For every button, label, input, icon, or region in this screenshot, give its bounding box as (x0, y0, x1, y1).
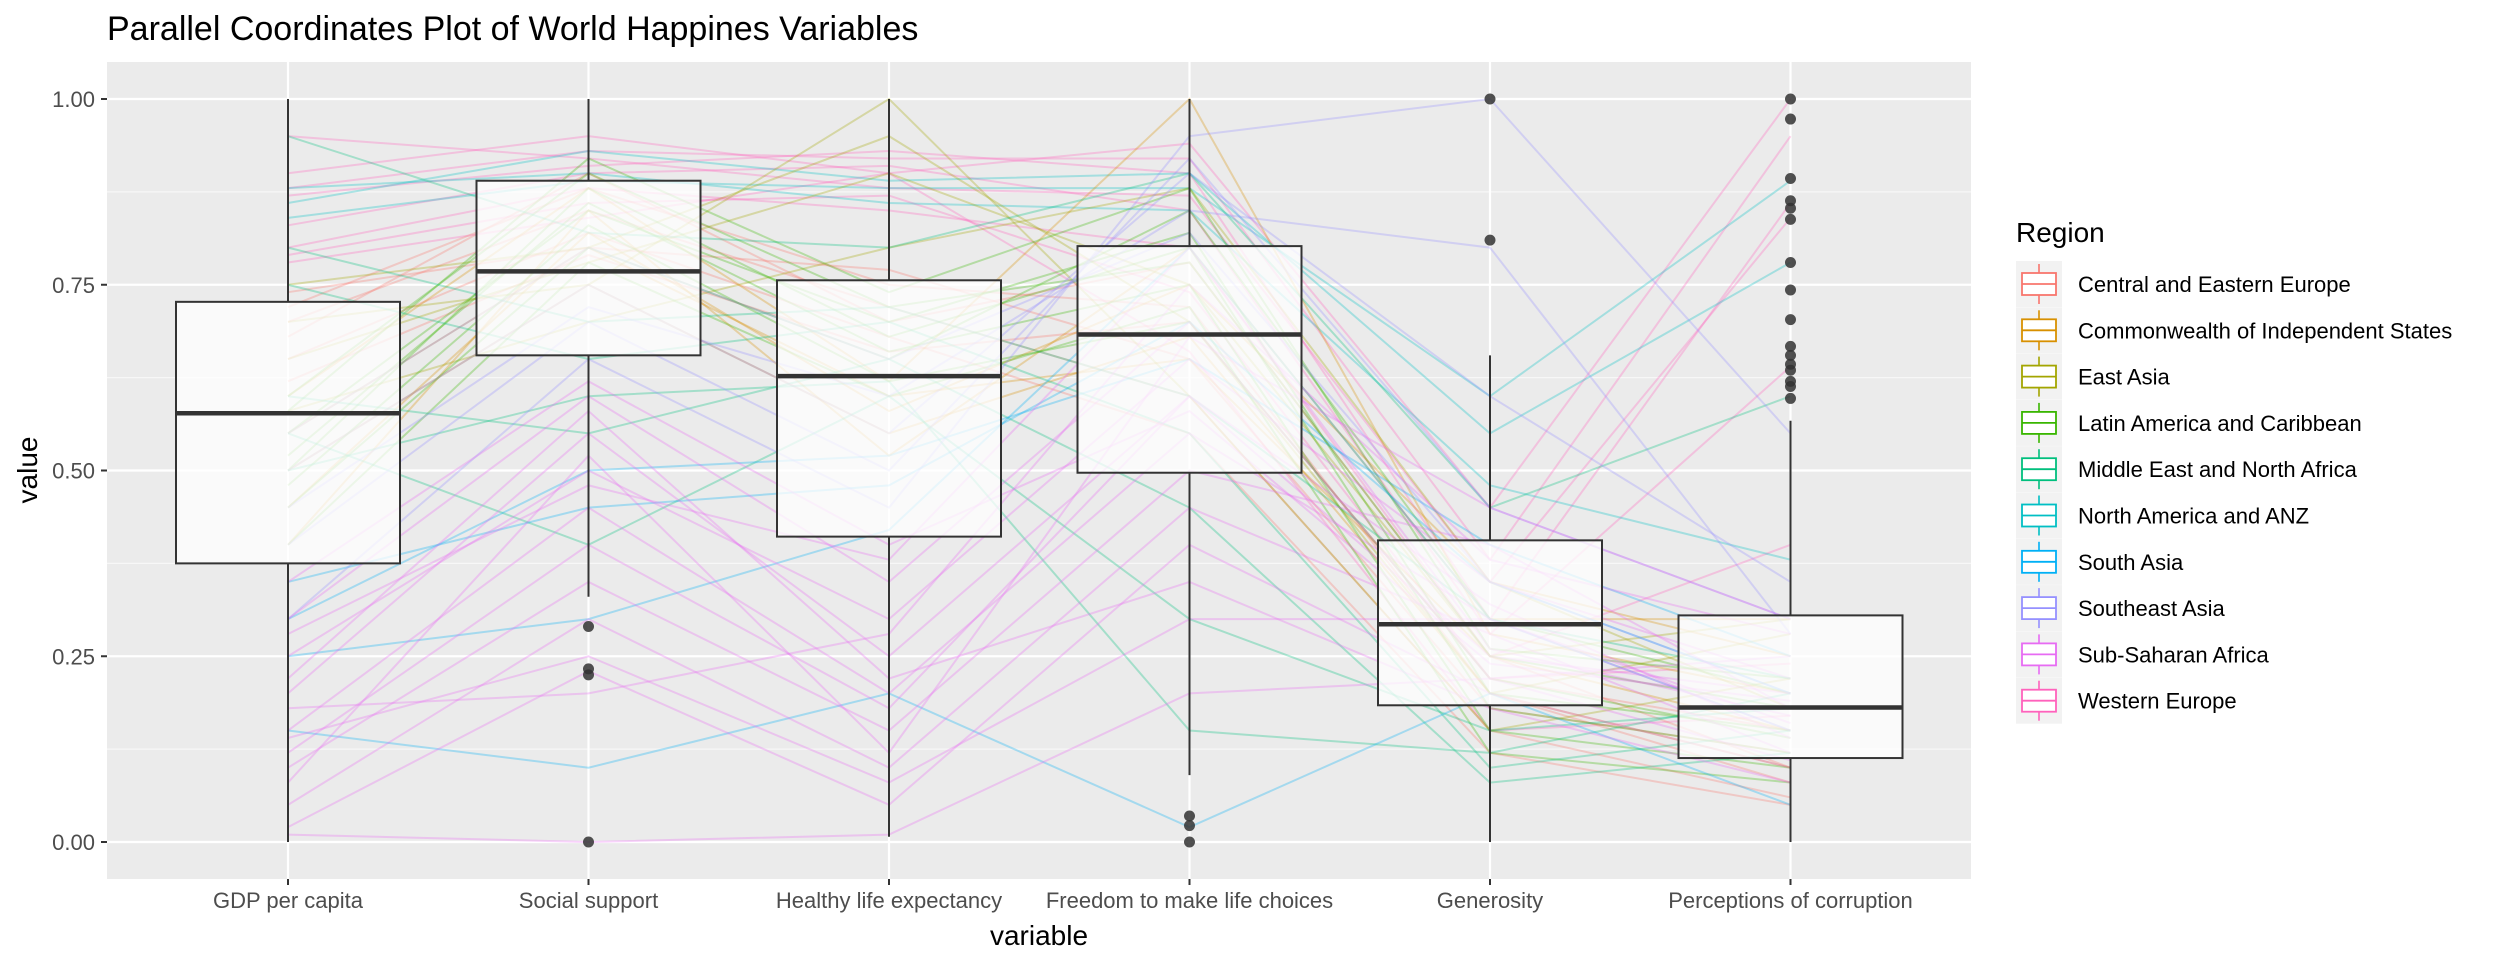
series-line (287, 156, 1791, 621)
y-tick-label: 0.50 (52, 459, 95, 484)
legend-label: Central and Eastern Europe (2078, 272, 2351, 297)
series-line (287, 692, 1791, 829)
outlier-point (1785, 256, 1796, 268)
boxplot (175, 99, 401, 842)
boxplot (1377, 93, 1603, 842)
outlier-point (1785, 340, 1796, 352)
legend-label: Sub-Saharan Africa (2078, 642, 2270, 667)
series-line (287, 172, 1791, 561)
series-line (287, 357, 1791, 784)
legend-items: Central and Eastern Europe Commonwealth o… (2016, 261, 2452, 724)
outlier-point (1184, 810, 1195, 822)
outlier-point (583, 621, 594, 633)
box (1677, 614, 1904, 760)
boxplot (475, 99, 702, 848)
boxplot (1677, 93, 1904, 842)
y-tick-label: 0.25 (52, 644, 95, 669)
legend-label: Middle East and North Africa (2078, 457, 2358, 482)
y-tick-label: 0.00 (52, 830, 95, 855)
legend-item: Middle East and North Africa (2016, 446, 2358, 493)
box (475, 179, 702, 357)
minor-gridlines (107, 191, 1971, 750)
series-line (287, 380, 1791, 754)
outlier-point (1785, 213, 1796, 225)
x-tick-label: Healthy life expectancy (776, 888, 1002, 913)
legend-item: Sub-Saharan Africa (2016, 631, 2270, 678)
box (175, 300, 401, 565)
y-axis-ticks: 0.00 0.25 0.50 0.75 1.00 (52, 87, 107, 855)
series-line (287, 135, 1792, 584)
outlier-point (1184, 820, 1195, 832)
x-axis-title: variable (990, 920, 1088, 951)
chart-title: Parallel Coordinates Plot of World Happi… (107, 10, 918, 48)
legend-item: Central and Eastern Europe (2016, 261, 2351, 307)
box (776, 279, 1002, 538)
series-line (287, 335, 1791, 784)
series-line (287, 409, 1791, 784)
x-tick-label: Generosity (1437, 888, 1543, 913)
legend-title: Region (2016, 217, 2105, 248)
legend-label: North America and ANZ (2078, 504, 2309, 529)
legend: Region Central and Eastern Europe Commonw… (2016, 217, 2452, 724)
series-line (287, 97, 1792, 620)
legend-label: East Asia (2078, 365, 2170, 390)
x-tick-label: GDP per capita (213, 888, 364, 913)
legend-item: North America and ANZ (2016, 492, 2309, 539)
legend-label: South Asia (2078, 550, 2184, 575)
outlier-point (1785, 113, 1796, 125)
legend-item: Latin America and Caribbean (2016, 399, 2362, 446)
y-tick-label: 1.00 (52, 87, 95, 112)
boxplot (1076, 99, 1303, 848)
outlier-point (1785, 173, 1796, 185)
outlier-point (1785, 381, 1796, 393)
outlier-point (1484, 234, 1496, 246)
legend-item: Western Europe (2016, 677, 2237, 724)
x-tick-label: Perceptions of corruption (1668, 888, 1913, 913)
outlier-point (1785, 93, 1796, 105)
legend-label: Commonwealth of Independent States (2078, 318, 2452, 343)
legend-label: Latin America and Caribbean (2078, 411, 2362, 436)
legend-item: Southeast Asia (2016, 585, 2226, 632)
boxplots (175, 93, 1904, 848)
legend-item: South Asia (2016, 538, 2184, 585)
series-line (287, 395, 1791, 732)
series-line (287, 135, 1792, 562)
outlier-point (1184, 836, 1195, 848)
outlier-point (1785, 392, 1796, 404)
y-tick-label: 0.75 (52, 273, 95, 298)
outlier-point (1484, 93, 1496, 105)
outlier-point (1785, 314, 1796, 326)
box (1076, 245, 1303, 474)
x-axis-ticks: GDP per capita Social support Healthy life… (213, 879, 1913, 913)
legend-label: Western Europe (2078, 689, 2237, 714)
x-tick-label: Social support (519, 888, 658, 913)
outlier-point (583, 669, 594, 681)
outlier-point (583, 836, 594, 848)
y-axis-title: value (12, 437, 43, 504)
legend-item: East Asia (2016, 353, 2170, 400)
series-line (287, 98, 1792, 510)
boxplot (776, 99, 1002, 837)
outlier-point (1785, 284, 1796, 296)
legend-item: Commonwealth of Independent States (2016, 307, 2452, 354)
outlier-point (1785, 349, 1796, 361)
outlier-point (1785, 202, 1796, 214)
series-line (287, 150, 1791, 435)
legend-label: Southeast Asia (2078, 596, 2226, 621)
outlier-point (1785, 364, 1796, 376)
x-tick-label: Freedom to make life choices (1046, 888, 1333, 913)
